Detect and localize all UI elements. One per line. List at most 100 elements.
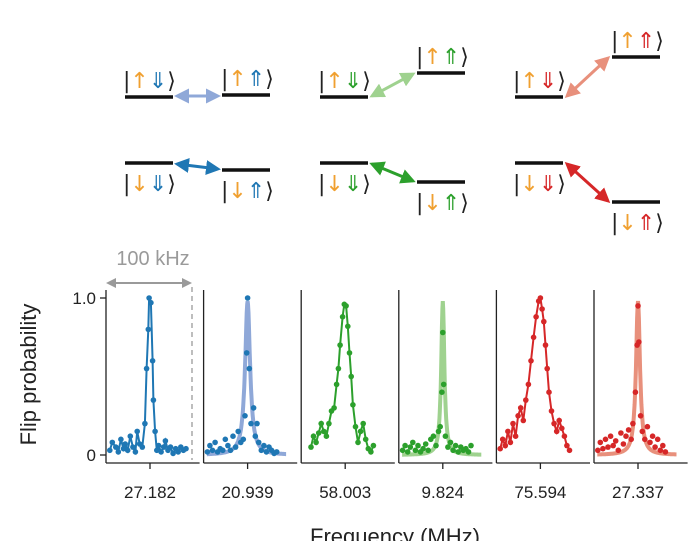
data-point bbox=[370, 442, 377, 449]
data-point bbox=[107, 447, 113, 454]
data-point bbox=[502, 442, 509, 449]
x-tick-label: 75.594 bbox=[514, 483, 566, 502]
data-line bbox=[499, 294, 571, 451]
data-point bbox=[240, 436, 247, 443]
data-point bbox=[564, 442, 570, 449]
x-tick-label: 58.003 bbox=[319, 483, 371, 502]
y-tick-label: 1.0 bbox=[72, 289, 96, 308]
data-point bbox=[152, 428, 158, 435]
data-point bbox=[507, 439, 514, 446]
data-point bbox=[551, 420, 557, 427]
data-point bbox=[261, 442, 267, 449]
data-point bbox=[154, 447, 160, 454]
data-point bbox=[566, 447, 573, 454]
data-point bbox=[520, 417, 527, 424]
data-point bbox=[343, 303, 349, 309]
data-point bbox=[204, 449, 211, 455]
data-point bbox=[146, 295, 152, 301]
data-point bbox=[623, 433, 629, 440]
data-point bbox=[447, 439, 454, 446]
data-point bbox=[628, 436, 634, 443]
data-point bbox=[207, 442, 213, 449]
data-point bbox=[246, 365, 253, 372]
transition-arrow bbox=[369, 72, 416, 98]
data-point bbox=[254, 420, 260, 427]
ket-label: |↑⇑⟩ bbox=[416, 45, 469, 70]
data-point bbox=[548, 408, 555, 414]
data-point bbox=[345, 323, 351, 330]
level-diagram-2: |↑⇓⟩ |↑⇑⟩ |↓⇓⟩ |↓⇑⟩ bbox=[318, 45, 469, 216]
data-point bbox=[158, 449, 164, 455]
data-point bbox=[512, 433, 519, 440]
data-point bbox=[348, 373, 355, 380]
data-point bbox=[637, 413, 644, 419]
data-point bbox=[597, 439, 604, 446]
data-point bbox=[499, 436, 506, 443]
data-point bbox=[542, 342, 549, 348]
data-point bbox=[433, 442, 439, 449]
data-point bbox=[132, 449, 139, 455]
data-point bbox=[415, 442, 421, 449]
data-point bbox=[357, 428, 364, 435]
data-point bbox=[335, 365, 342, 372]
ket-label: |↓⇑⟩ bbox=[416, 191, 469, 216]
data-point bbox=[360, 420, 367, 427]
ket-label: |↑⇓⟩ bbox=[123, 69, 176, 94]
data-point bbox=[632, 389, 639, 396]
data-point bbox=[644, 423, 651, 430]
spectrum-panel-3: 58.003 bbox=[300, 290, 395, 502]
data-point bbox=[252, 433, 259, 440]
data-point bbox=[258, 447, 265, 454]
data-point bbox=[321, 428, 327, 435]
spectra-chart: 1.0 0 Flip probability Frequency (MHz) 27.18… bbox=[16, 248, 688, 541]
data-point bbox=[630, 420, 636, 427]
data-point bbox=[439, 389, 445, 396]
data-point bbox=[122, 441, 128, 447]
ket-label: |↑⇓⟩ bbox=[513, 69, 566, 94]
data-point bbox=[346, 350, 353, 356]
data-point bbox=[109, 439, 116, 446]
data-point bbox=[660, 442, 666, 449]
data-point bbox=[362, 436, 369, 443]
data-point bbox=[525, 381, 532, 388]
data-point bbox=[250, 405, 257, 411]
data-point bbox=[149, 358, 156, 364]
data-point bbox=[440, 329, 446, 336]
data-point bbox=[402, 442, 408, 449]
data-point bbox=[422, 441, 429, 447]
data-point bbox=[308, 444, 314, 450]
data-point bbox=[175, 449, 181, 455]
data-point bbox=[255, 439, 262, 446]
data-point bbox=[620, 441, 627, 447]
data-point bbox=[230, 433, 236, 440]
energy-level-diagrams: |↑⇓⟩ |↑⇑⟩ |↓⇓⟩ |↓⇑⟩ |↑⇓⟩ |↑⇑⟩ |↓⇓⟩ |↓⇑⟩ |↑⇓⟩ |↑⇑⟩… bbox=[123, 29, 664, 236]
data-point bbox=[310, 433, 317, 440]
transition-arrow bbox=[174, 158, 221, 175]
data-point bbox=[528, 358, 534, 364]
data-point bbox=[127, 433, 134, 440]
data-point bbox=[625, 427, 632, 433]
data-point bbox=[142, 420, 148, 427]
data-point bbox=[148, 299, 154, 306]
data-point bbox=[561, 433, 568, 440]
data-point bbox=[425, 447, 432, 454]
data-point bbox=[315, 430, 322, 436]
data-point bbox=[465, 449, 472, 455]
data-point bbox=[120, 445, 127, 452]
data-point bbox=[273, 449, 280, 455]
data-point bbox=[595, 447, 601, 454]
scale-bar-label: 100 kHz bbox=[116, 248, 189, 270]
data-point bbox=[442, 433, 449, 440]
data-point bbox=[130, 444, 136, 450]
data-point bbox=[430, 433, 437, 440]
data-point bbox=[244, 295, 251, 301]
data-point bbox=[220, 447, 226, 454]
spectrum-panel-2: 20.939 bbox=[202, 290, 298, 502]
y-axis-label: Flip probability bbox=[16, 304, 41, 446]
spectrum-panel-1: 27.182 bbox=[106, 295, 200, 502]
data-point bbox=[639, 428, 646, 435]
data-point bbox=[662, 449, 669, 455]
data-point bbox=[515, 413, 521, 419]
data-point bbox=[124, 447, 131, 454]
